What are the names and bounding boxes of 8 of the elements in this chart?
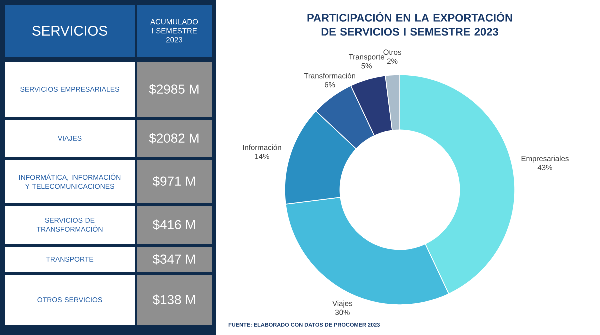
text: $2082 M [149,133,199,144]
chart-title: PARTICIPACIÓN EN LA EXPORTACIÓN DE SERVICIOS I SEMESTRE 2023 [308,12,512,36]
text: SERVICIOS [32,26,108,36]
text: $416 M [152,220,196,230]
text: $138 M [152,294,196,306]
text: $347 M [152,254,196,265]
text: $971 M [152,176,196,187]
text: $2985 M [149,84,199,95]
